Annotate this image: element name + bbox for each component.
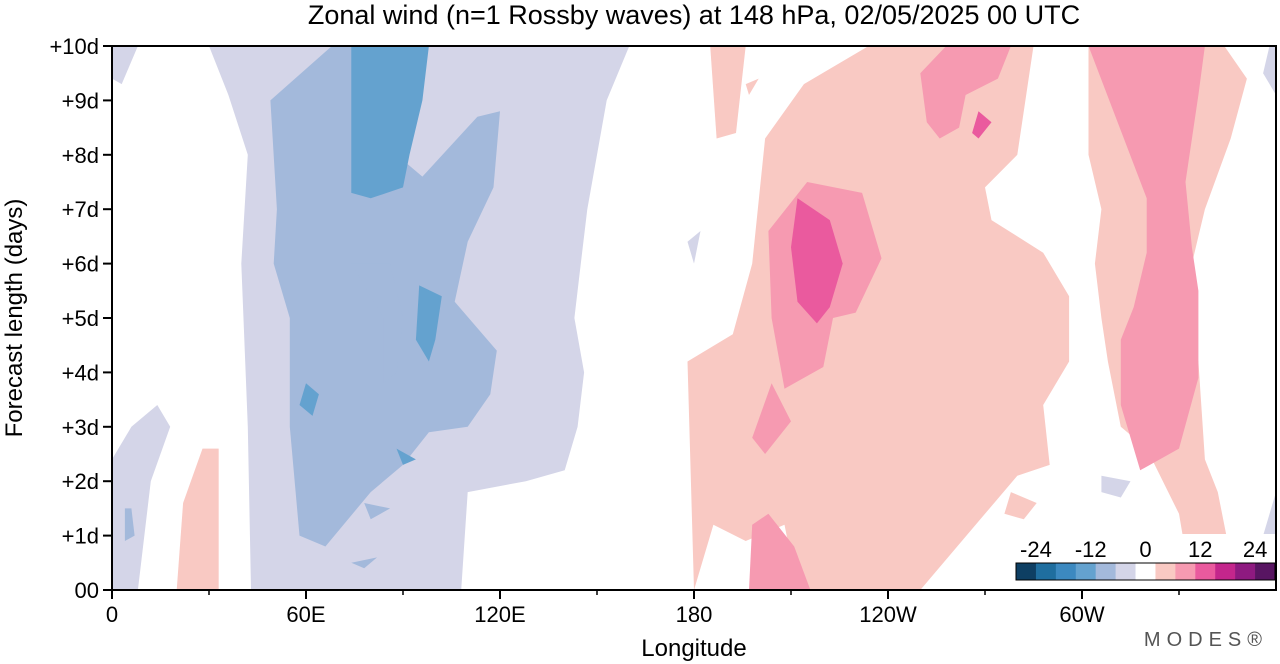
colorbar: -24 -12 0 12 24 — [1003, 534, 1276, 589]
contour-region — [364, 503, 391, 520]
contour-region — [112, 46, 138, 85]
colorbar-label: 0 — [1139, 537, 1151, 562]
contour-region — [415, 285, 442, 362]
contour-region — [749, 513, 811, 590]
y-tick-label: +5d — [62, 306, 99, 331]
colorbar-swatch — [1115, 563, 1136, 580]
contour-region — [752, 383, 791, 454]
contour-region — [1088, 46, 1205, 471]
colorbar-swatch — [1155, 563, 1176, 580]
y-tick-label: +8d — [62, 143, 99, 168]
colorbar-swatch — [1016, 563, 1037, 580]
colorbar-swatch — [1095, 563, 1117, 580]
x-tick-label: 180 — [676, 602, 713, 627]
x-axis: 0 60E 120E 180 120W 60W — [106, 590, 1180, 627]
contour-region — [351, 46, 429, 199]
contour-region — [710, 46, 746, 139]
contour-field — [112, 46, 1276, 590]
contour-region — [1101, 475, 1131, 498]
colorbar-swatch — [1175, 563, 1196, 580]
colorbar-swatch — [1135, 563, 1156, 580]
contour-region — [299, 383, 319, 416]
contour-region — [1263, 46, 1276, 95]
contour-region — [176, 448, 219, 590]
contour-region — [920, 46, 1011, 139]
x-axis-label: Longitude — [641, 635, 746, 662]
colorbar-swatch — [1215, 563, 1236, 580]
x-tick-label: 120E — [474, 602, 525, 627]
x-tick-label: 0 — [106, 602, 118, 627]
x-tick-label: 60E — [286, 602, 325, 627]
contour-region — [791, 198, 843, 324]
y-tick-label: +9d — [62, 88, 99, 113]
contour-region — [124, 508, 135, 541]
contour-region — [351, 557, 378, 569]
colorbar-label: -24 — [1020, 537, 1052, 562]
colorbar-swatch — [1035, 563, 1057, 580]
colorbar-swatch — [1055, 563, 1077, 580]
colorbar-swatch — [1235, 563, 1256, 580]
y-axis-label: Forecast length (days) — [1, 199, 28, 438]
y-tick-label: +1d — [62, 524, 99, 549]
y-tick-label: 00 — [75, 578, 99, 603]
colorbar-label: 24 — [1243, 537, 1267, 562]
contour-region — [687, 231, 701, 264]
modes-logo: MODES® — [1144, 629, 1268, 651]
colorbar-swatch — [1075, 563, 1097, 580]
contour-region — [972, 111, 992, 139]
chart-title: Zonal wind (n=1 Rossby waves) at 148 hPa… — [308, 0, 1080, 30]
contour-region — [1004, 492, 1037, 520]
colorbar-label: 12 — [1188, 537, 1212, 562]
y-tick-label: +6d — [62, 252, 99, 277]
colorbar-swatch — [1195, 563, 1216, 580]
y-tick-label: +4d — [62, 360, 99, 385]
colorbar-label: -12 — [1075, 537, 1107, 562]
contour-region — [396, 448, 416, 465]
x-tick-label: 60W — [1059, 602, 1104, 627]
contour-region — [112, 405, 171, 590]
y-tick-label: +7d — [62, 197, 99, 222]
y-axis: 00 +1d +2d +3d +4d +5d +6d +7d +8d +9d +10d — [49, 34, 112, 603]
colorbar-swatch — [1255, 563, 1276, 580]
y-tick-label: +2d — [62, 469, 99, 494]
y-tick-label: +10d — [49, 34, 99, 59]
contour-region — [351, 263, 403, 384]
x-tick-label: 120W — [859, 602, 917, 627]
y-tick-label: +3d — [62, 415, 99, 440]
contour-region — [687, 46, 1070, 590]
contour-region — [745, 78, 759, 95]
